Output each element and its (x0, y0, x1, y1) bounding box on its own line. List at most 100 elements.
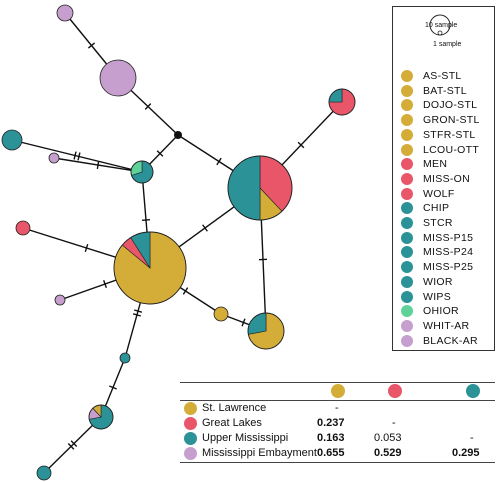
pie-slice (54, 294, 66, 306)
legend-swatch (401, 114, 413, 127)
table-row: Upper Mississippi 0.163 0.053 - (180, 432, 495, 446)
mutation-tick (77, 152, 81, 161)
haplotype-pie-gl (227, 155, 293, 221)
legend-item: LCOU-OTT (401, 143, 479, 157)
mutation-tick (216, 157, 222, 166)
pie-slice (213, 306, 229, 322)
legend-label: MISS-P25 (423, 261, 474, 274)
legend-label: OHIOR (423, 305, 459, 318)
legend-panel: 10 sample 1 sample AS-STL BAT-STL DOJO-STL… (392, 6, 495, 351)
haplotype-nodes (1, 4, 356, 481)
legend-label: WIPS (423, 290, 452, 303)
legend-label: WHIT-AR (423, 319, 470, 332)
network-edge (43, 416, 102, 474)
pie-slice (227, 155, 261, 221)
legend-label: STFR-STL (423, 128, 476, 141)
mutation-tick (241, 318, 246, 327)
pie-slice (1, 129, 23, 151)
column-header-dot (331, 384, 345, 398)
legend-label: MISS-ON (423, 172, 471, 185)
pie-outline (88, 404, 114, 430)
legend-label: DOJO-STL (423, 99, 478, 112)
table-cell: 0.529 (374, 447, 402, 459)
legend-swatch (401, 202, 413, 215)
scale-circle-small (437, 30, 443, 36)
row-label: Great Lakes (202, 417, 262, 429)
row-color-dot (184, 432, 197, 445)
legend-label: WOLF (423, 187, 455, 200)
legend-item: WIPS (401, 290, 451, 304)
haplotype-pie-pur2 (54, 294, 66, 306)
column-header-dot (466, 384, 480, 398)
table-cell: 0.295 (452, 447, 480, 459)
legend-swatch (401, 334, 413, 347)
row-label: Mississippi Embayment (202, 447, 317, 459)
mutation-tick (96, 160, 100, 170)
legend-swatch (401, 319, 413, 332)
legend-item: MISS-P25 (401, 260, 473, 274)
mutation-tick (141, 218, 151, 222)
haplotype-pie-top (56, 4, 74, 22)
legend-item: WOLF (401, 187, 455, 201)
legend-item: GRON-STL (401, 113, 480, 127)
pie-outline (227, 155, 293, 221)
mutation-tick (156, 150, 164, 157)
legend-item: CHIP (401, 201, 449, 215)
legend-item: STFR-STL (401, 128, 476, 142)
table-row: Great Lakes 0.237 - (180, 417, 495, 431)
row-label: Upper Mississippi (202, 432, 289, 444)
legend-swatch (401, 305, 413, 318)
legend-label: CHIP (423, 202, 450, 215)
legend-item: MEN (401, 157, 447, 171)
haplotype-pie-emb (99, 59, 137, 97)
table-top-rule (180, 382, 495, 383)
table-row: St. Lawrence - (180, 402, 495, 416)
pie-outline (247, 312, 285, 350)
legend-item: MISS-P15 (401, 231, 473, 245)
legend-label: BLACK-AR (423, 334, 478, 347)
legend-label: GRON-STL (423, 114, 480, 127)
legend-label: MISS-P15 (423, 231, 474, 244)
table-cell: - (392, 417, 396, 429)
legend-label: MEN (423, 158, 448, 171)
haplotype-pie-mix2 (88, 404, 114, 430)
pairwise-table: St. Lawrence - Great Lakes 0.237- Upper Miss… (180, 380, 495, 480)
legend-swatch (401, 217, 413, 229)
haplotype-pie-yel1 (213, 306, 229, 322)
mutation-tick (297, 141, 305, 149)
legend-swatch (401, 246, 413, 259)
legend-item: WHIT-AR (401, 319, 469, 333)
legend-swatch (401, 143, 413, 156)
pie-outline (113, 231, 187, 305)
haplotype-pie-um (130, 160, 154, 184)
pie-outline (328, 88, 356, 116)
table-cell: - (470, 432, 474, 444)
pie-outline (130, 160, 154, 184)
table-cell: 0.163 (317, 432, 345, 444)
legend-swatch (401, 231, 413, 244)
mutation-tick (182, 287, 189, 295)
mutation-ticks (67, 42, 305, 450)
legend-label: AS-STL (423, 70, 462, 82)
column-header-dot (388, 384, 402, 398)
legend-label: LCOU-OTT (423, 143, 480, 156)
haplotype-pie-sm1 (119, 352, 131, 364)
median-vector-node (174, 131, 182, 139)
scale-large-label: 10 sample (425, 22, 458, 29)
mutation-tick (132, 313, 142, 317)
scale-small-label: 1 sample (433, 41, 462, 48)
pie-slice (247, 312, 267, 335)
table-header-rule (180, 400, 495, 401)
legend-swatch (401, 290, 413, 303)
row-color-dot (184, 417, 197, 430)
haplotype-pie-left1 (1, 129, 23, 151)
haplotype-pie-mix (247, 312, 285, 350)
legend-item: WIOR (401, 275, 453, 289)
pie-slice (119, 352, 131, 364)
legend-item: BAT-STL (401, 84, 467, 98)
legend-label: MISS-P24 (423, 246, 474, 259)
haplotype-pie-bot (36, 465, 52, 481)
table-row: Mississippi Embayment 0.655 0.529 0.295 (180, 447, 495, 461)
legend-swatch (401, 158, 413, 171)
